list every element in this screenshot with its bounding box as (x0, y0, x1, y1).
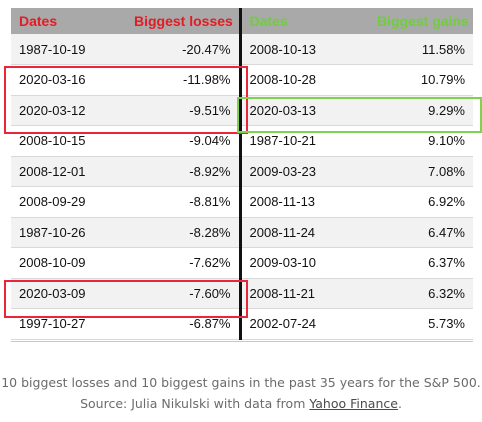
loss-value-cell: -6.87% (116, 308, 240, 340)
returns-table: Dates Biggest losses Dates Biggest gains… (11, 8, 473, 340)
header-loss-dates: Dates (19, 13, 58, 29)
table-row: 2008-10-15 -9.04% 1987-10-21 9.10% (11, 125, 473, 157)
figure-caption: 10 biggest losses and 10 biggest gains i… (0, 372, 482, 414)
table-header-row: Dates Biggest losses Dates Biggest gains (11, 8, 473, 34)
table-row: 2020-03-09 -7.60% 2008-11-21 6.32% (11, 278, 473, 309)
loss-date-cell: 2020-03-09 (11, 278, 116, 309)
gain-value-cell: 11.58% (357, 34, 473, 65)
gain-date-cell: 2008-10-28 (238, 64, 357, 96)
table-row: 1987-10-26 -8.28% 2008-11-24 6.47% (11, 217, 473, 248)
loss-date-cell: 2008-10-09 (11, 247, 116, 279)
returns-table-container: Dates Biggest losses Dates Biggest gains… (11, 8, 473, 342)
table-row: 2020-03-12 -9.51% 2020-03-13 9.29% (11, 95, 473, 126)
gain-date-cell: 2009-03-10 (238, 247, 357, 279)
loss-date-cell: 2008-09-29 (11, 186, 116, 218)
loss-value-cell: -7.62% (116, 247, 240, 279)
gain-date-cell: 2008-11-21 (238, 278, 357, 309)
loss-date-cell: 1987-10-19 (11, 34, 116, 65)
gain-value-cell: 9.10% (357, 125, 473, 157)
gain-value-cell: 5.73% (357, 308, 473, 340)
gain-date-cell: 2002-07-24 (238, 308, 357, 340)
loss-value-cell: -11.98% (116, 64, 240, 96)
gain-value-cell: 6.37% (357, 247, 473, 279)
loss-value-cell: -7.60% (116, 278, 240, 309)
gain-value-cell: 6.32% (357, 278, 473, 309)
loss-date-cell: 2008-10-15 (11, 125, 116, 157)
gain-value-cell: 10.79% (357, 64, 473, 96)
caption-source-text: Source: Julia Nikulski with data from (80, 396, 310, 411)
loss-value-cell: -9.04% (116, 125, 240, 157)
yahoo-finance-link[interactable]: Yahoo Finance (309, 396, 398, 411)
loss-value-cell: -8.92% (116, 156, 240, 187)
gain-date-cell: 2008-10-13 (238, 34, 357, 65)
header-biggest-gains: Biggest gains (377, 13, 469, 29)
table-row: 1997-10-27 -6.87% 2002-07-24 5.73% (11, 308, 473, 340)
caption-period: . (397, 396, 402, 411)
loss-date-cell: 2020-03-12 (11, 95, 116, 126)
gain-date-cell: 2008-11-13 (238, 186, 357, 218)
loss-value-cell: -8.81% (116, 186, 240, 218)
loss-value-cell: -8.28% (116, 217, 240, 248)
table-row: 2008-09-29 -8.81% 2008-11-13 6.92% (11, 186, 473, 218)
gain-value-cell: 7.08% (357, 156, 473, 187)
header-gain-dates: Dates (238, 8, 357, 34)
gain-date-cell: 2008-11-24 (238, 217, 357, 248)
gain-date-cell: 1987-10-21 (238, 125, 357, 157)
loss-date-cell: 2008-12-01 (11, 156, 116, 187)
caption-line-2: Source: Julia Nikulski with data from Ya… (0, 393, 482, 414)
header-biggest-losses: Biggest losses (134, 13, 233, 29)
table-row: 2020-03-16 -11.98% 2008-10-28 10.79% (11, 64, 473, 96)
gain-value-cell: 9.29% (357, 95, 473, 126)
table-row: 2008-12-01 -8.92% 2009-03-23 7.08% (11, 156, 473, 187)
gain-value-cell: 6.92% (357, 186, 473, 218)
caption-line-1: 10 biggest losses and 10 biggest gains i… (1, 375, 481, 390)
loss-value-cell: -20.47% (116, 34, 240, 65)
loss-date-cell: 2020-03-16 (11, 64, 116, 96)
loss-value-cell: -9.51% (116, 95, 240, 126)
table-row: 2008-10-09 -7.62% 2009-03-10 6.37% (11, 247, 473, 279)
table-row: 1987-10-19 -20.47% 2008-10-13 11.58% (11, 34, 473, 65)
gain-date-cell: 2020-03-13 (238, 95, 357, 126)
loss-date-cell: 1987-10-26 (11, 217, 116, 248)
gain-value-cell: 6.47% (357, 217, 473, 248)
loss-date-cell: 1997-10-27 (11, 308, 116, 340)
gain-date-cell: 2009-03-23 (238, 156, 357, 187)
